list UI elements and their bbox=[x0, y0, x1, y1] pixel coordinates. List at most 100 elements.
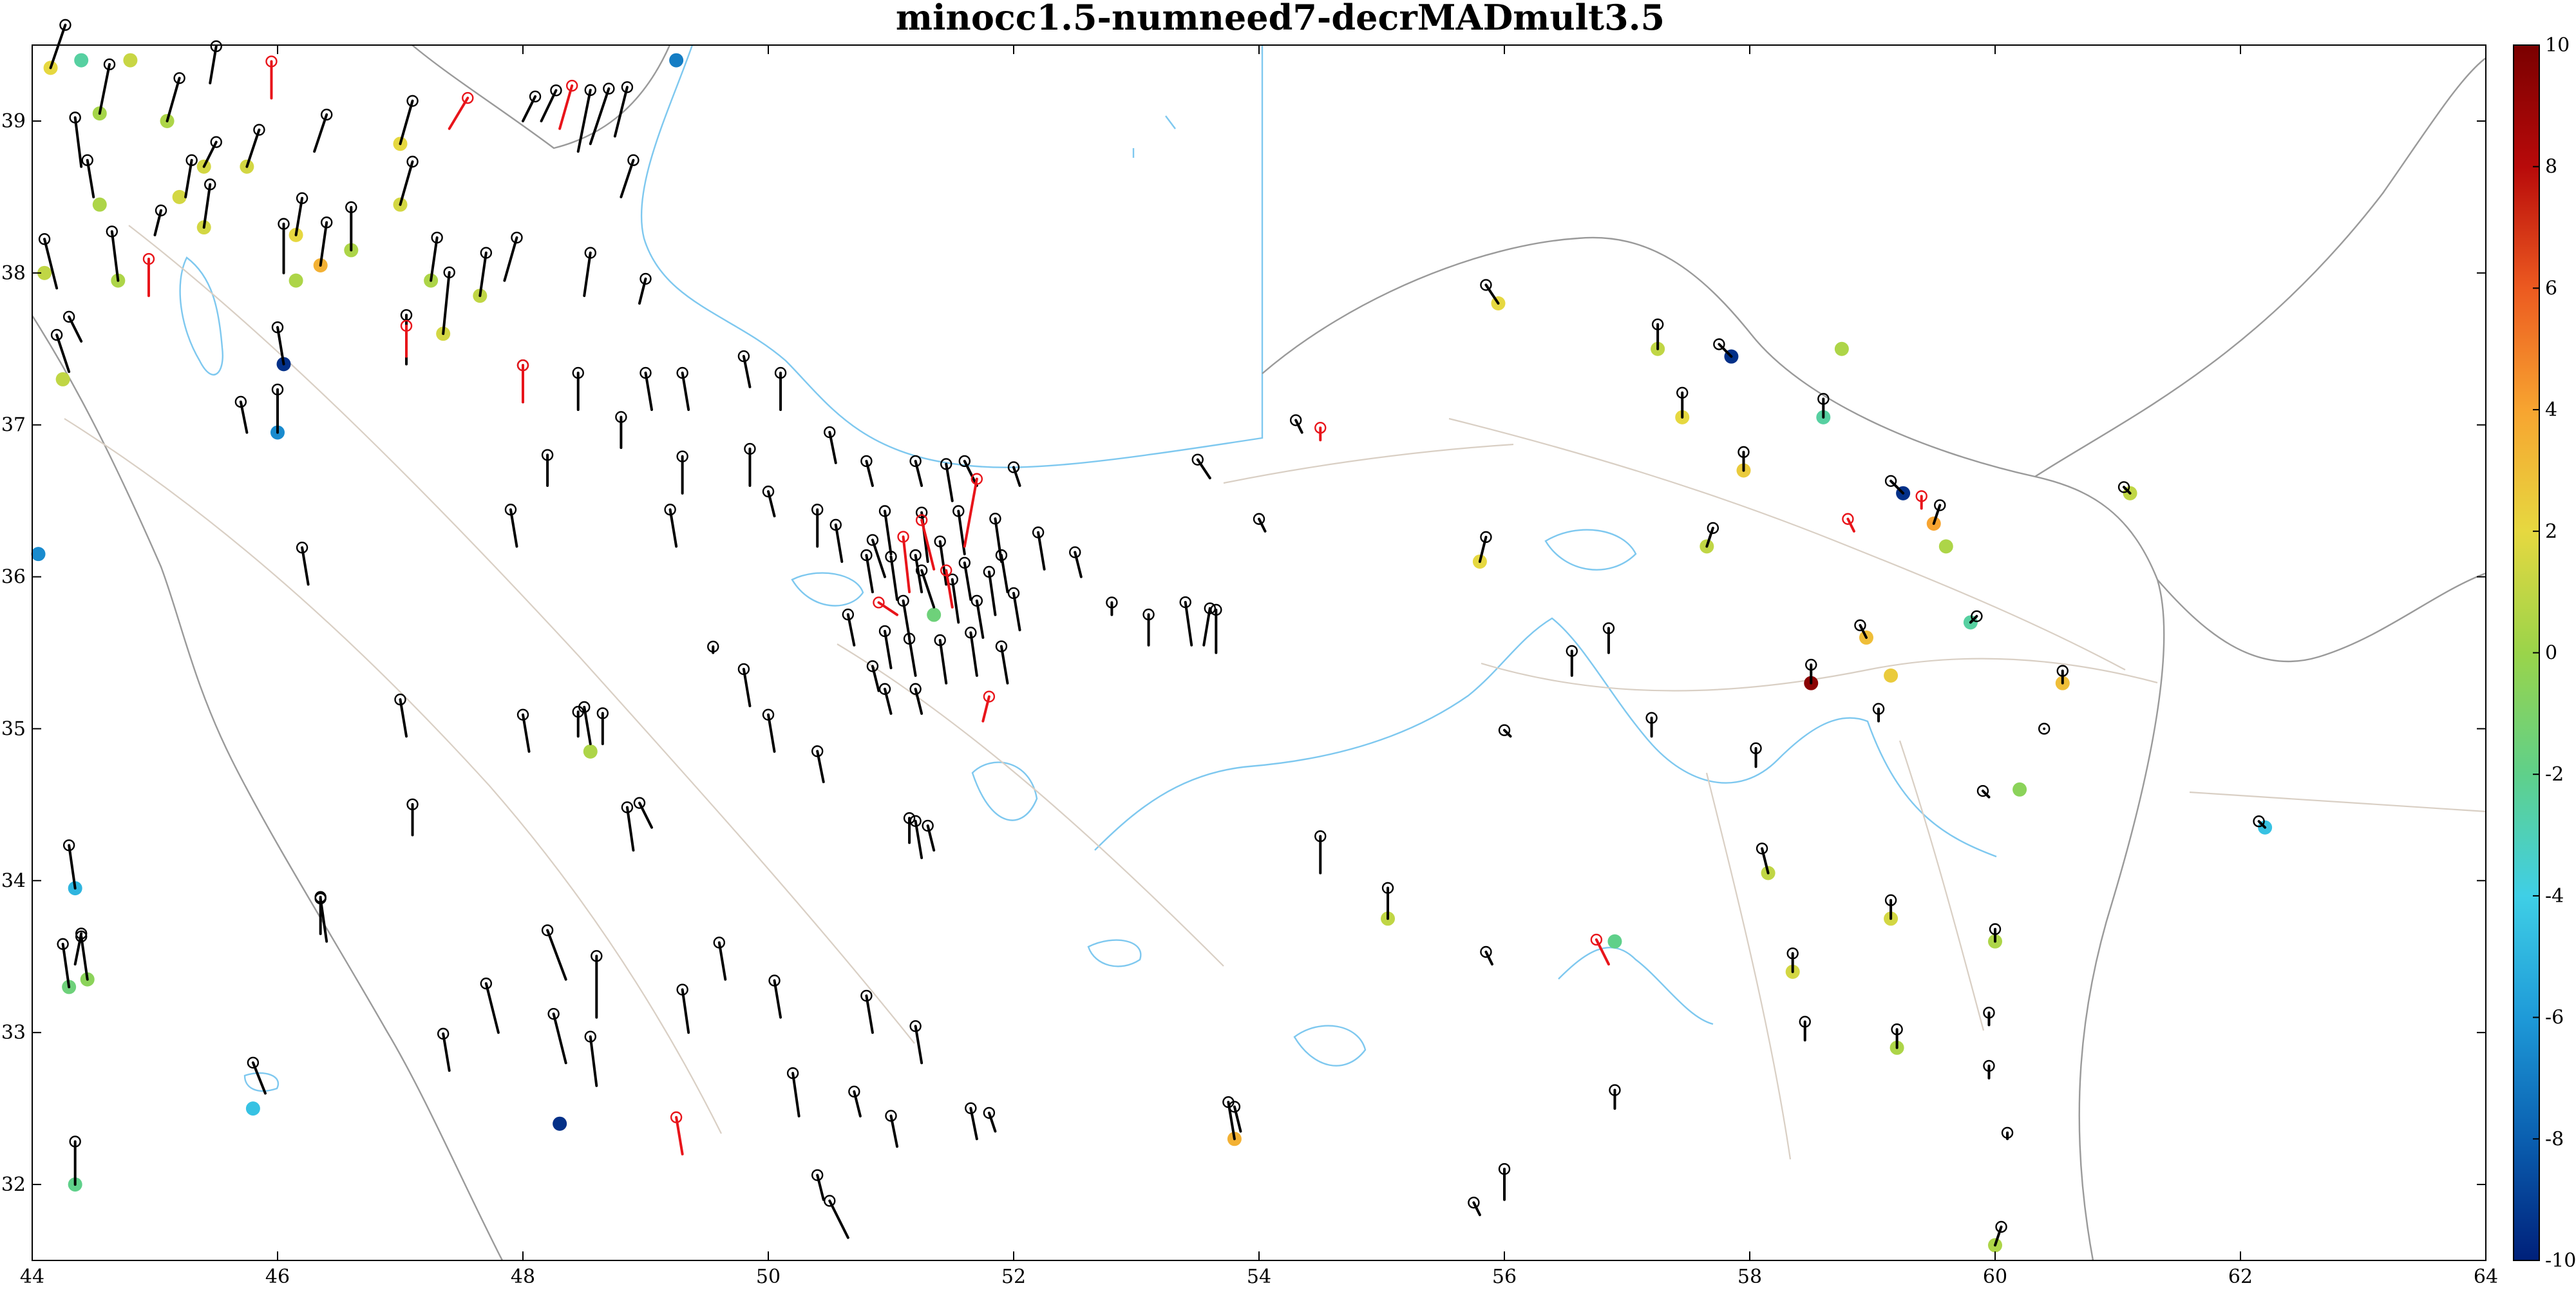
velocity-vector-ellipse bbox=[915, 564, 928, 576]
velocity-vector-ellipse bbox=[615, 411, 627, 423]
x-tick-label: 58 bbox=[1738, 1266, 1762, 1288]
velocity-vector-ellipse bbox=[866, 660, 879, 672]
velocity-vector-ellipse bbox=[541, 449, 554, 461]
outlier-vectors bbox=[142, 55, 1927, 1155]
velocity-vector bbox=[681, 988, 690, 1034]
velocity-vector-ellipse bbox=[81, 154, 93, 166]
velocity-vector-ellipse bbox=[1289, 414, 1302, 426]
outlier-vector-ellipse bbox=[265, 55, 278, 68]
salt-lake-6 bbox=[243, 1072, 279, 1092]
x-tick-label: 48 bbox=[511, 1266, 535, 1288]
velocity-vector-ellipse bbox=[866, 534, 879, 546]
outlier-vector bbox=[902, 535, 911, 594]
velocity-vector bbox=[73, 116, 83, 168]
colorbar-tick-label: 4 bbox=[2545, 399, 2557, 421]
x-tick-label: 54 bbox=[1247, 1266, 1271, 1288]
x-tick-label: 64 bbox=[2474, 1266, 2498, 1288]
velocity-vector-ellipse bbox=[934, 634, 946, 647]
velocity-vector-ellipse bbox=[627, 154, 639, 166]
velocity-vector-ellipse bbox=[1210, 603, 1222, 616]
velocity-vector bbox=[583, 251, 592, 298]
velocity-vector bbox=[276, 326, 285, 366]
velocity-vector-ellipse bbox=[1204, 602, 1217, 614]
velocity-vector bbox=[202, 183, 212, 229]
outlier-vector-ellipse bbox=[983, 690, 996, 703]
outlier-vector bbox=[877, 601, 899, 616]
velocity-vector bbox=[166, 77, 181, 122]
velocity-vector-ellipse bbox=[437, 1027, 450, 1040]
velocity-vector-ellipse bbox=[1738, 446, 1750, 459]
velocity-vector-ellipse bbox=[940, 458, 952, 470]
velocity-vector bbox=[1889, 479, 1905, 495]
velocity-vector bbox=[620, 158, 635, 198]
velocity-vector-ellipse bbox=[2117, 481, 2130, 493]
velocity-vector bbox=[1705, 526, 1714, 548]
velocity-vector-ellipse bbox=[504, 504, 517, 516]
velocity-vector-ellipse bbox=[1854, 619, 1866, 632]
velocity-vector bbox=[1969, 614, 1978, 624]
velocity-vector-ellipse bbox=[909, 683, 922, 695]
velocity-vector-ellipse bbox=[1756, 842, 1768, 855]
fault-5 bbox=[1448, 417, 2126, 670]
velocity-vector-ellipse bbox=[1032, 526, 1045, 538]
velocity-vector-ellipse bbox=[762, 485, 775, 498]
strait-shoreline bbox=[1558, 947, 1714, 1025]
velocity-vector-ellipse bbox=[296, 542, 308, 554]
colorbar-tick-label: -2 bbox=[2545, 763, 2564, 786]
velocity-vector-ellipse bbox=[952, 505, 965, 517]
fault-4 bbox=[1481, 658, 2158, 692]
velocity-vector-ellipse bbox=[1651, 318, 1664, 330]
border-north bbox=[412, 44, 671, 149]
velocity-vector-ellipse bbox=[1884, 894, 1897, 906]
velocity-vector bbox=[914, 819, 923, 859]
velocity-vector bbox=[43, 238, 59, 290]
velocity-vector-ellipse bbox=[541, 924, 554, 936]
site-marker bbox=[37, 265, 52, 280]
velocity-vector-ellipse bbox=[983, 565, 996, 578]
velocity-vector-ellipse bbox=[572, 366, 584, 379]
velocity-vector bbox=[1233, 1105, 1242, 1133]
velocity-vector-ellipse bbox=[406, 155, 419, 168]
border-northeast-2 bbox=[2034, 57, 2486, 478]
velocity-vector-ellipse bbox=[406, 95, 419, 107]
velocity-vector-ellipse bbox=[995, 640, 1008, 652]
velocity-vector-ellipse bbox=[1498, 724, 1511, 736]
velocity-vector-ellipse bbox=[774, 366, 787, 379]
velocity-vector bbox=[914, 459, 923, 488]
outlier-vector-ellipse bbox=[566, 79, 578, 92]
salt-lake-3 bbox=[1544, 529, 1637, 571]
velocity-vector bbox=[767, 490, 776, 518]
velocity-vector-ellipse bbox=[1498, 1163, 1511, 1175]
velocity-vector-ellipse bbox=[860, 549, 873, 562]
colorbar-tick-label: 8 bbox=[2545, 156, 2557, 178]
x-tick-label: 60 bbox=[1983, 1266, 2007, 1288]
velocity-vector bbox=[1184, 601, 1193, 647]
outlier-vector bbox=[945, 569, 954, 609]
velocity-vector bbox=[503, 236, 518, 282]
velocity-vector bbox=[1196, 458, 1211, 480]
velocity-vector bbox=[2257, 820, 2267, 829]
velocity-vectors bbox=[38, 19, 2267, 1247]
velocity-vector-ellipse bbox=[1976, 784, 1989, 797]
velocity-vector bbox=[430, 236, 439, 282]
velocity-vector bbox=[945, 462, 954, 502]
plot-area bbox=[32, 45, 2486, 1260]
velocity-vector-ellipse bbox=[848, 1085, 860, 1098]
velocity-vector bbox=[773, 979, 782, 1019]
velocity-vector-ellipse bbox=[958, 455, 971, 468]
velocity-vector bbox=[816, 1173, 825, 1201]
velocity-vector-ellipse bbox=[1805, 658, 1817, 671]
velocity-vector-ellipse bbox=[2038, 723, 2050, 735]
velocity-vector bbox=[1994, 1225, 2003, 1247]
site-marker bbox=[1607, 934, 1622, 949]
velocity-vector-ellipse bbox=[1480, 531, 1492, 544]
fault-8 bbox=[2189, 791, 2486, 813]
velocity-vector-ellipse bbox=[1995, 1221, 2007, 1233]
velocity-vector-ellipse bbox=[62, 839, 75, 851]
velocity-vector-ellipse bbox=[639, 272, 652, 285]
colorbar-tick-label: -4 bbox=[2545, 885, 2564, 907]
velocity-vector bbox=[98, 62, 111, 115]
basemap bbox=[31, 44, 2486, 1261]
velocity-vector bbox=[975, 599, 985, 639]
velocity-vector bbox=[613, 86, 629, 138]
